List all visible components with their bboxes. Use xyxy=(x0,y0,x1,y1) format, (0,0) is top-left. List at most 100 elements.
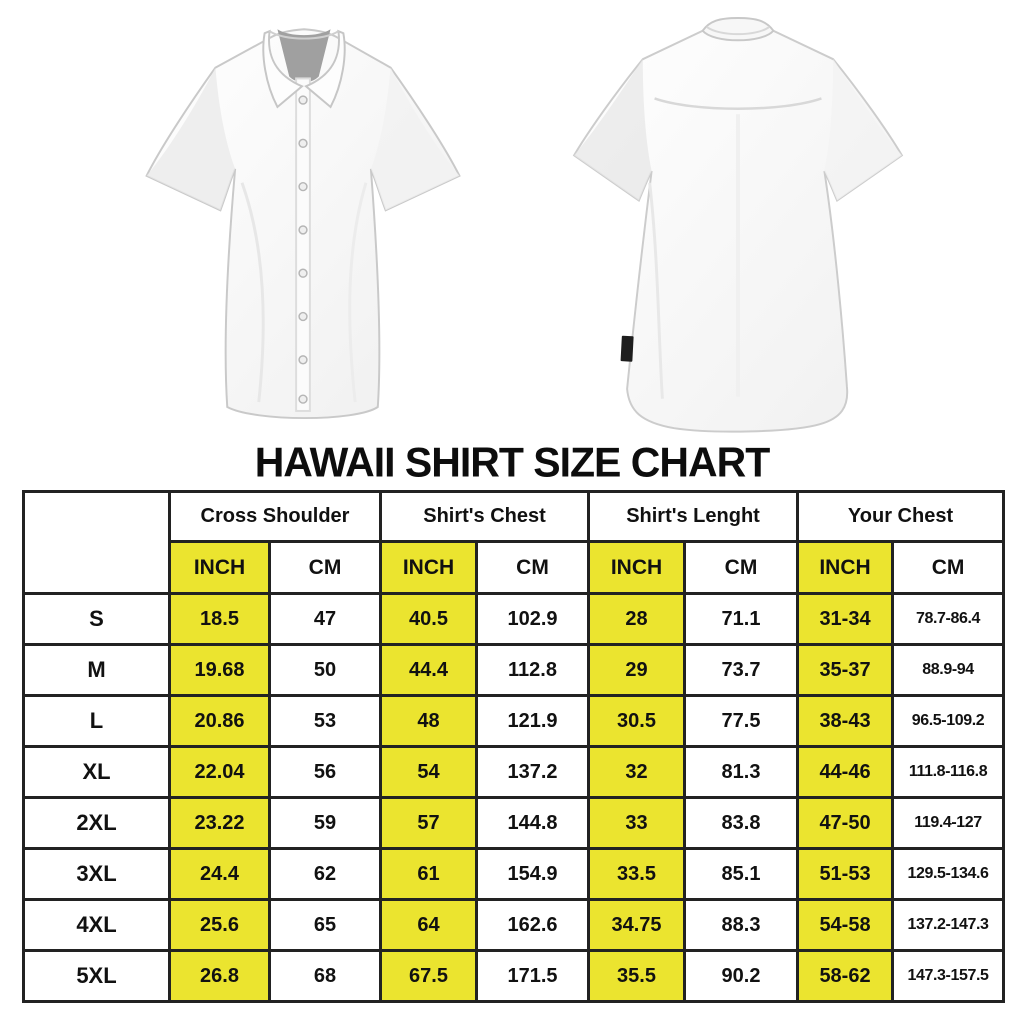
measurement-cell: 35.5 xyxy=(587,949,687,1003)
shirt-front-placket xyxy=(295,77,311,412)
unit-header-row: INCH CM INCH CM INCH CM INCH CM xyxy=(24,540,1006,595)
measurement-cell: 85.1 xyxy=(683,847,800,901)
measurement-cell: 73.7 xyxy=(683,643,800,697)
shirt-front-image xyxy=(145,28,461,419)
unit-header-cm: CM xyxy=(267,540,383,595)
measurement-cell: 32 xyxy=(587,745,687,799)
table-row-4xl: 4XL 25.6 65 64 162.6 34.75 88.3 54-58 13… xyxy=(22,898,1006,952)
shirt-back-right-sleeve xyxy=(824,59,902,201)
measurement-cell: 54 xyxy=(379,745,479,799)
measurement-cell: 71.1 xyxy=(683,592,800,646)
size-label: 4XL xyxy=(22,898,171,952)
measurement-cell: 62 xyxy=(267,847,383,901)
size-label: 3XL xyxy=(22,847,171,901)
measurement-cell: 96.5-109.2 xyxy=(891,694,1006,748)
measurement-cell: 119.4-127 xyxy=(891,796,1006,850)
measurement-cell: 68 xyxy=(267,949,383,1003)
measurement-cell: 47 xyxy=(267,592,383,646)
measurement-cell: 57 xyxy=(379,796,479,850)
measurement-cell: 53 xyxy=(267,694,383,748)
shirt-front-buttons xyxy=(298,95,308,404)
shirt-back-wrinkle xyxy=(648,182,664,399)
measurement-cell: 137.2 xyxy=(475,745,591,799)
shirt-back-left-sleeve xyxy=(574,59,652,201)
unit-header-inch: INCH xyxy=(168,540,271,595)
measurement-cell: 88.3 xyxy=(683,898,800,952)
measurement-cell: 81.3 xyxy=(683,745,800,799)
unit-header-inch: INCH xyxy=(796,540,895,595)
measurement-cell: 112.8 xyxy=(475,643,591,697)
shirt-back-collar-band xyxy=(701,16,775,42)
shirt-back-hem-tag xyxy=(620,335,634,362)
unit-header-cm: CM xyxy=(683,540,800,595)
measurement-cell: 61 xyxy=(379,847,479,901)
group-header-your-chest: Your Chest xyxy=(796,490,1006,543)
measurement-cell: 31-34 xyxy=(796,592,895,646)
measurement-cell: 38-43 xyxy=(796,694,895,748)
size-chart-table: Cross Shoulder Shirt's Chest Shirt's Len… xyxy=(22,490,1006,1003)
measurement-cell: 54-58 xyxy=(796,898,895,952)
size-label: S xyxy=(22,592,171,646)
measurement-cell: 33 xyxy=(587,796,687,850)
shirt-back-yoke-seam xyxy=(654,97,822,110)
group-header-cross-shoulder: Cross Shoulder xyxy=(167,490,383,543)
table-row-m: M 19.68 50 44.4 112.8 29 73.7 35-37 88.9… xyxy=(22,643,1006,697)
measurement-cell: 44-46 xyxy=(796,745,895,799)
measurement-cell: 65 xyxy=(267,898,383,952)
shirt-front-neck-shadow xyxy=(277,29,331,83)
measurement-cell: 162.6 xyxy=(475,898,591,952)
shirt-front-collar-band xyxy=(269,30,339,40)
size-label: 2XL xyxy=(22,796,171,850)
size-label: L xyxy=(22,694,171,748)
table-row-5xl: 5XL 26.8 68 67.5 171.5 35.5 90.2 58-62 1… xyxy=(22,949,1006,1003)
measurement-cell: 28 xyxy=(587,592,687,646)
measurement-cell: 50 xyxy=(267,643,383,697)
measurement-cell: 77.5 xyxy=(683,694,800,748)
measurement-cell: 102.9 xyxy=(475,592,591,646)
measurement-cell: 121.9 xyxy=(475,694,591,748)
measurement-cell: 147.3-157.5 xyxy=(891,949,1006,1003)
shirt-front-wrinkle xyxy=(348,182,368,403)
table-row-2xl: 2XL 23.22 59 57 144.8 33 83.8 47-50 119.… xyxy=(22,796,1006,850)
unit-header-inch: INCH xyxy=(587,540,687,595)
measurement-cell: 171.5 xyxy=(475,949,591,1003)
measurement-cell: 129.5-134.6 xyxy=(891,847,1006,901)
measurement-cell: 48 xyxy=(379,694,479,748)
measurement-cell: 64 xyxy=(379,898,479,952)
measurement-cell: 83.8 xyxy=(683,796,800,850)
measurement-cell: 59 xyxy=(267,796,383,850)
measurement-cell: 78.7-86.4 xyxy=(891,592,1006,646)
measurement-cell: 34.75 xyxy=(587,898,687,952)
measurement-cell: 24.4 xyxy=(168,847,271,901)
size-label: M xyxy=(22,643,171,697)
measurement-cell: 33.5 xyxy=(587,847,687,901)
product-images xyxy=(0,0,1024,438)
measurement-cell: 154.9 xyxy=(475,847,591,901)
measurement-cell: 40.5 xyxy=(379,592,479,646)
table-row-3xl: 3XL 24.4 62 61 154.9 33.5 85.1 51-53 129… xyxy=(22,847,1006,901)
measurement-cell: 51-53 xyxy=(796,847,895,901)
group-header-shirts-lenght: Shirt's Lenght xyxy=(587,490,800,543)
measurement-cell: 56 xyxy=(267,745,383,799)
measurement-cell: 88.9-94 xyxy=(891,643,1006,697)
measurement-cell: 44.4 xyxy=(379,643,479,697)
measurement-cell: 29 xyxy=(587,643,687,697)
shirt-front-right-collar xyxy=(304,29,346,109)
unit-header-inch: INCH xyxy=(379,540,479,595)
size-label: XL xyxy=(22,745,171,799)
shirt-back-image xyxy=(572,16,904,433)
measurement-cell: 111.8-116.8 xyxy=(891,745,1006,799)
corner-cell xyxy=(22,490,171,595)
measurement-cell: 30.5 xyxy=(587,694,687,748)
measurement-cell: 67.5 xyxy=(379,949,479,1003)
group-header-shirts-chest: Shirt's Chest xyxy=(379,490,591,543)
unit-header-cm: CM xyxy=(475,540,591,595)
group-header-row: Cross Shoulder Shirt's Chest Shirt's Len… xyxy=(22,490,1006,595)
shirt-front-left-sleeve xyxy=(146,67,236,211)
measurement-cell: 90.2 xyxy=(683,949,800,1003)
page-title: HAWAII SHIRT SIZE CHART xyxy=(254,438,771,486)
table-row-l: L 20.86 53 48 121.9 30.5 77.5 38-43 96.5… xyxy=(22,694,1006,748)
measurement-cell: 26.8 xyxy=(168,949,271,1003)
table-row-xl: XL 22.04 56 54 137.2 32 81.3 44-46 111.8… xyxy=(22,745,1006,799)
table-row-s: S 18.5 47 40.5 102.9 28 71.1 31-34 78.7-… xyxy=(22,592,1006,646)
